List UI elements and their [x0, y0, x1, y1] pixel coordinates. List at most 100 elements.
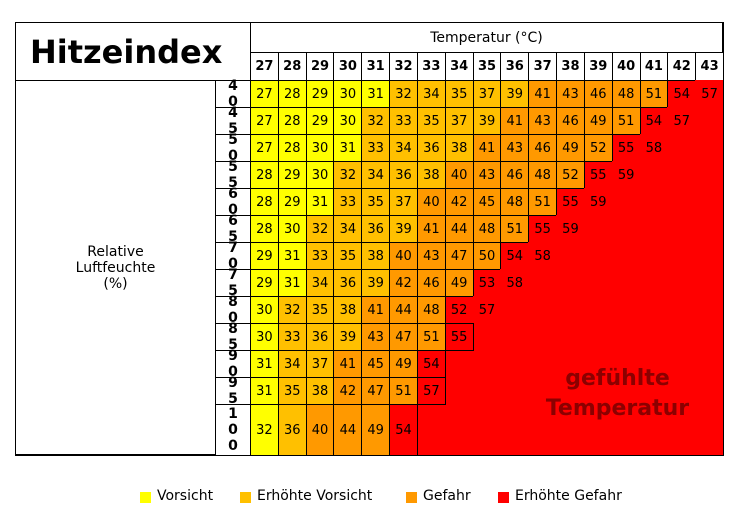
- temperature-label: 38: [556, 52, 585, 81]
- heat-cell: 54: [416, 350, 446, 378]
- row-label: Relative Luftfeuchte (%): [15, 80, 216, 455]
- humidity-label: 75: [215, 267, 251, 299]
- heat-cell: 38: [305, 377, 335, 405]
- heat-cell: 41: [333, 350, 363, 378]
- heat-cell: 49: [444, 269, 474, 297]
- temperature-label: 32: [389, 52, 418, 81]
- heat-cell: 32: [277, 296, 307, 324]
- heat-cell: 28: [277, 134, 307, 162]
- frame: [15, 22, 724, 456]
- heat-cell: 36: [389, 161, 418, 189]
- heat-cell: 47: [444, 242, 474, 270]
- title: Hitzeindex: [15, 22, 251, 81]
- humidity-label: 80: [215, 294, 251, 326]
- legend-swatch: [140, 492, 151, 503]
- humidity-label: 85: [215, 321, 251, 353]
- heat-cell: 45: [361, 350, 391, 378]
- legend-label: Erhöhte Vorsicht: [257, 488, 373, 504]
- heat-cell: 59: [583, 188, 613, 216]
- heat-cell: 29: [305, 80, 335, 108]
- legend-label: Erhöhte Gefahr: [515, 488, 622, 504]
- heat-cell: 38: [444, 134, 474, 162]
- heat-cell: 44: [333, 404, 363, 456]
- humidity-label: 50: [215, 132, 251, 164]
- heat-cell: 43: [528, 107, 558, 135]
- overlay-text: gefühlte Temperatur: [545, 366, 690, 421]
- heat-cell: 31: [277, 242, 307, 270]
- heat-cell: 32: [389, 80, 418, 108]
- heat-cell: 44: [444, 215, 474, 243]
- heat-cell: 55: [583, 161, 613, 189]
- heat-cell: 52: [556, 161, 585, 189]
- heat-cell: 35: [416, 107, 446, 135]
- heat-cell: 37: [305, 350, 335, 378]
- legend-label: Vorsicht: [157, 488, 214, 504]
- heat-cell: 40: [416, 188, 446, 216]
- heat-cell: 46: [556, 107, 585, 135]
- humidity-label: 100: [215, 404, 251, 456]
- heat-cell: 35: [333, 242, 363, 270]
- heat-cell: 33: [305, 242, 335, 270]
- heat-cell: 38: [416, 161, 446, 189]
- heat-cell: 58: [639, 134, 669, 162]
- heat-cell: 36: [361, 215, 391, 243]
- heat-cell: 34: [277, 350, 307, 378]
- heat-cell: 28: [277, 107, 307, 135]
- heat-cell: 51: [500, 215, 530, 243]
- heat-cell: 40: [389, 242, 418, 270]
- heat-cell: 38: [333, 296, 363, 324]
- heat-cell: 29: [305, 107, 335, 135]
- heat-cell: 42: [333, 377, 363, 405]
- temperature-label: 36: [500, 52, 530, 81]
- heat-cell: 49: [361, 404, 391, 456]
- heat-cell: 48: [611, 80, 641, 108]
- heat-cell: 55: [444, 323, 474, 351]
- heat-cell: 34: [389, 134, 418, 162]
- legend-swatch: [406, 492, 417, 503]
- heat-cell: 58: [528, 242, 558, 270]
- heat-cell: 54: [667, 80, 697, 108]
- heat-cell: 31: [250, 350, 279, 378]
- legend-label: Gefahr: [423, 488, 471, 504]
- heat-cell: 30: [333, 107, 363, 135]
- heat-cell: 42: [444, 188, 474, 216]
- heat-cell: 41: [472, 134, 502, 162]
- heat-cell: 39: [472, 107, 502, 135]
- legend-swatch: [498, 492, 509, 503]
- heat-cell: 35: [361, 188, 391, 216]
- temperature-label: 29: [305, 52, 335, 81]
- humidity-label: 45: [215, 105, 251, 137]
- heat-cell: 52: [583, 134, 613, 162]
- heat-cell: 59: [556, 215, 585, 243]
- temperature-label: 31: [361, 52, 391, 81]
- heat-cell: 43: [361, 323, 391, 351]
- heat-cell: 39: [361, 269, 391, 297]
- heat-cell: 43: [556, 80, 585, 108]
- temperature-label: 37: [528, 52, 558, 81]
- heat-cell: 35: [444, 80, 474, 108]
- heat-cell: 46: [416, 269, 446, 297]
- temperature-label: 34: [444, 52, 474, 81]
- heat-cell: 29: [277, 188, 307, 216]
- heat-cell: 57: [695, 80, 724, 108]
- humidity-label: 90: [215, 348, 251, 380]
- heat-cell: 37: [472, 80, 502, 108]
- heat-cell: 36: [305, 323, 335, 351]
- legend-swatch: [240, 492, 251, 503]
- heat-cell: 41: [528, 80, 558, 108]
- heat-cell: 49: [556, 134, 585, 162]
- heat-cell: 32: [361, 107, 391, 135]
- heat-cell: 51: [416, 323, 446, 351]
- temperature-label: 42: [667, 52, 697, 81]
- heat-cell: 50: [472, 242, 502, 270]
- heat-cell: 33: [361, 134, 391, 162]
- heat-cell: 55: [611, 134, 641, 162]
- heat-cell: 59: [611, 161, 641, 189]
- heat-cell: 57: [667, 107, 697, 135]
- heat-cell: 41: [416, 215, 446, 243]
- heat-cell: 43: [472, 161, 502, 189]
- heat-cell: 31: [277, 269, 307, 297]
- heat-cell: 54: [639, 107, 669, 135]
- heat-cell: 43: [500, 134, 530, 162]
